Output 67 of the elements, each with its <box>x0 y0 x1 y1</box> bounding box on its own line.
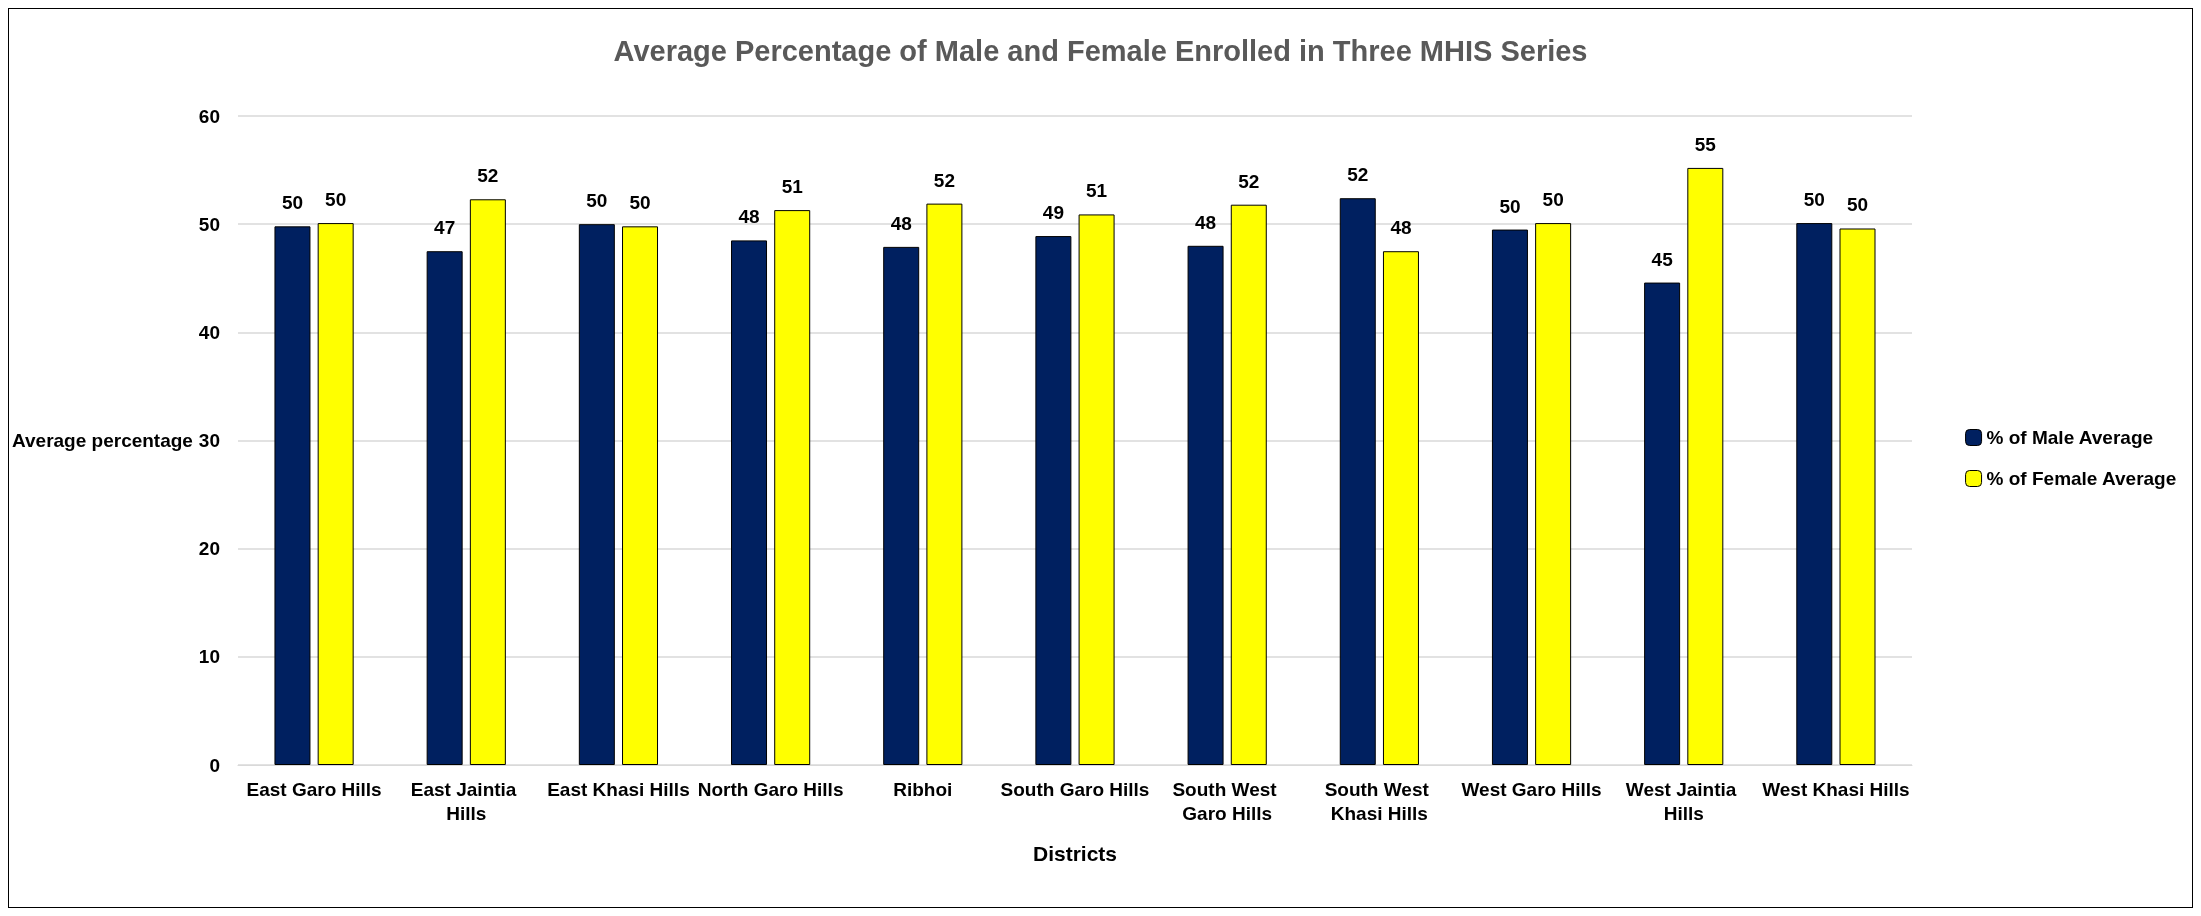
x-tick-label: East Garo Hills <box>246 778 382 800</box>
x-tick-label: West Khasi Hills <box>1762 778 1910 800</box>
data-label: 50 <box>281 192 304 214</box>
data-label: 48 <box>890 212 912 234</box>
bar <box>426 251 463 765</box>
data-label: 51 <box>1086 180 1108 202</box>
x-tick-label: Ribhoi <box>893 778 953 800</box>
bar <box>1035 236 1072 765</box>
data-label: 50 <box>1803 189 1825 211</box>
x-tick-label: West Garo Hills <box>1461 778 1602 800</box>
x-tick-label: East Jaintia Hills <box>410 778 522 824</box>
bar <box>1535 223 1572 765</box>
data-label: 55 <box>1694 133 1717 155</box>
x-tick-label: South Garo Hills <box>1000 778 1150 800</box>
data-label: 48 <box>1195 211 1217 233</box>
bar <box>317 223 354 765</box>
x-tick-label: West Jaintia Hills <box>1625 778 1742 824</box>
y-tick-label: 20 <box>198 538 220 560</box>
bar <box>578 224 615 765</box>
data-label: 50 <box>1499 195 1521 217</box>
data-label: 52 <box>477 165 499 187</box>
y-tick-label: 50 <box>198 213 220 235</box>
data-label: 50 <box>629 192 651 214</box>
bar <box>469 199 506 765</box>
y-tick-label: 0 <box>209 754 220 776</box>
data-label: 51 <box>781 176 804 198</box>
data-label: 48 <box>1390 217 1412 239</box>
data-label: 47 <box>434 217 456 239</box>
data-label: 50 <box>586 190 608 212</box>
x-tick-label: South West Garo Hills <box>1172 778 1282 824</box>
bar <box>1339 198 1376 765</box>
data-label: 50 <box>1542 189 1564 211</box>
bar <box>774 210 811 765</box>
y-axis-title: Average percentage <box>12 430 193 451</box>
legend-label: % of Male Average <box>1986 427 2154 448</box>
data-label: 50 <box>1846 194 1869 216</box>
y-tick-label: 30 <box>198 430 220 451</box>
bar <box>1839 228 1876 765</box>
data-label: 50 <box>325 189 347 211</box>
bar <box>622 226 659 765</box>
x-tick-label: East Khasi Hills <box>547 778 690 800</box>
data-label: 52 <box>1347 164 1369 186</box>
data-label: 48 <box>738 206 760 228</box>
bar <box>1687 167 1724 765</box>
chart-title: Average Percentage of Male and Female Enrolled in Three MHIS Series <box>613 34 1588 67</box>
y-tick-label: 10 <box>198 646 220 668</box>
x-axis-title: Districts <box>1032 842 1117 865</box>
y-tick-label: 60 <box>198 105 220 127</box>
x-tick-label: South West Khasi Hills <box>1324 778 1435 824</box>
bar <box>1078 214 1115 765</box>
bar <box>1230 204 1267 765</box>
data-label: 52 <box>1238 170 1260 192</box>
data-label: 52 <box>933 169 955 191</box>
bar <box>1644 282 1681 765</box>
legend-label: % of Female Average <box>1986 468 2177 489</box>
x-tick-label: North Garo Hills <box>697 778 844 800</box>
bar <box>1796 223 1833 765</box>
y-tick-label: 40 <box>198 321 220 343</box>
bar <box>1491 229 1528 765</box>
data-label: 49 <box>1042 202 1064 224</box>
data-label: 45 <box>1651 248 1674 270</box>
bar <box>1187 245 1224 765</box>
bar <box>1382 251 1419 765</box>
bar <box>926 203 963 765</box>
bar <box>731 240 768 765</box>
bar <box>883 246 920 765</box>
bar <box>274 226 311 765</box>
